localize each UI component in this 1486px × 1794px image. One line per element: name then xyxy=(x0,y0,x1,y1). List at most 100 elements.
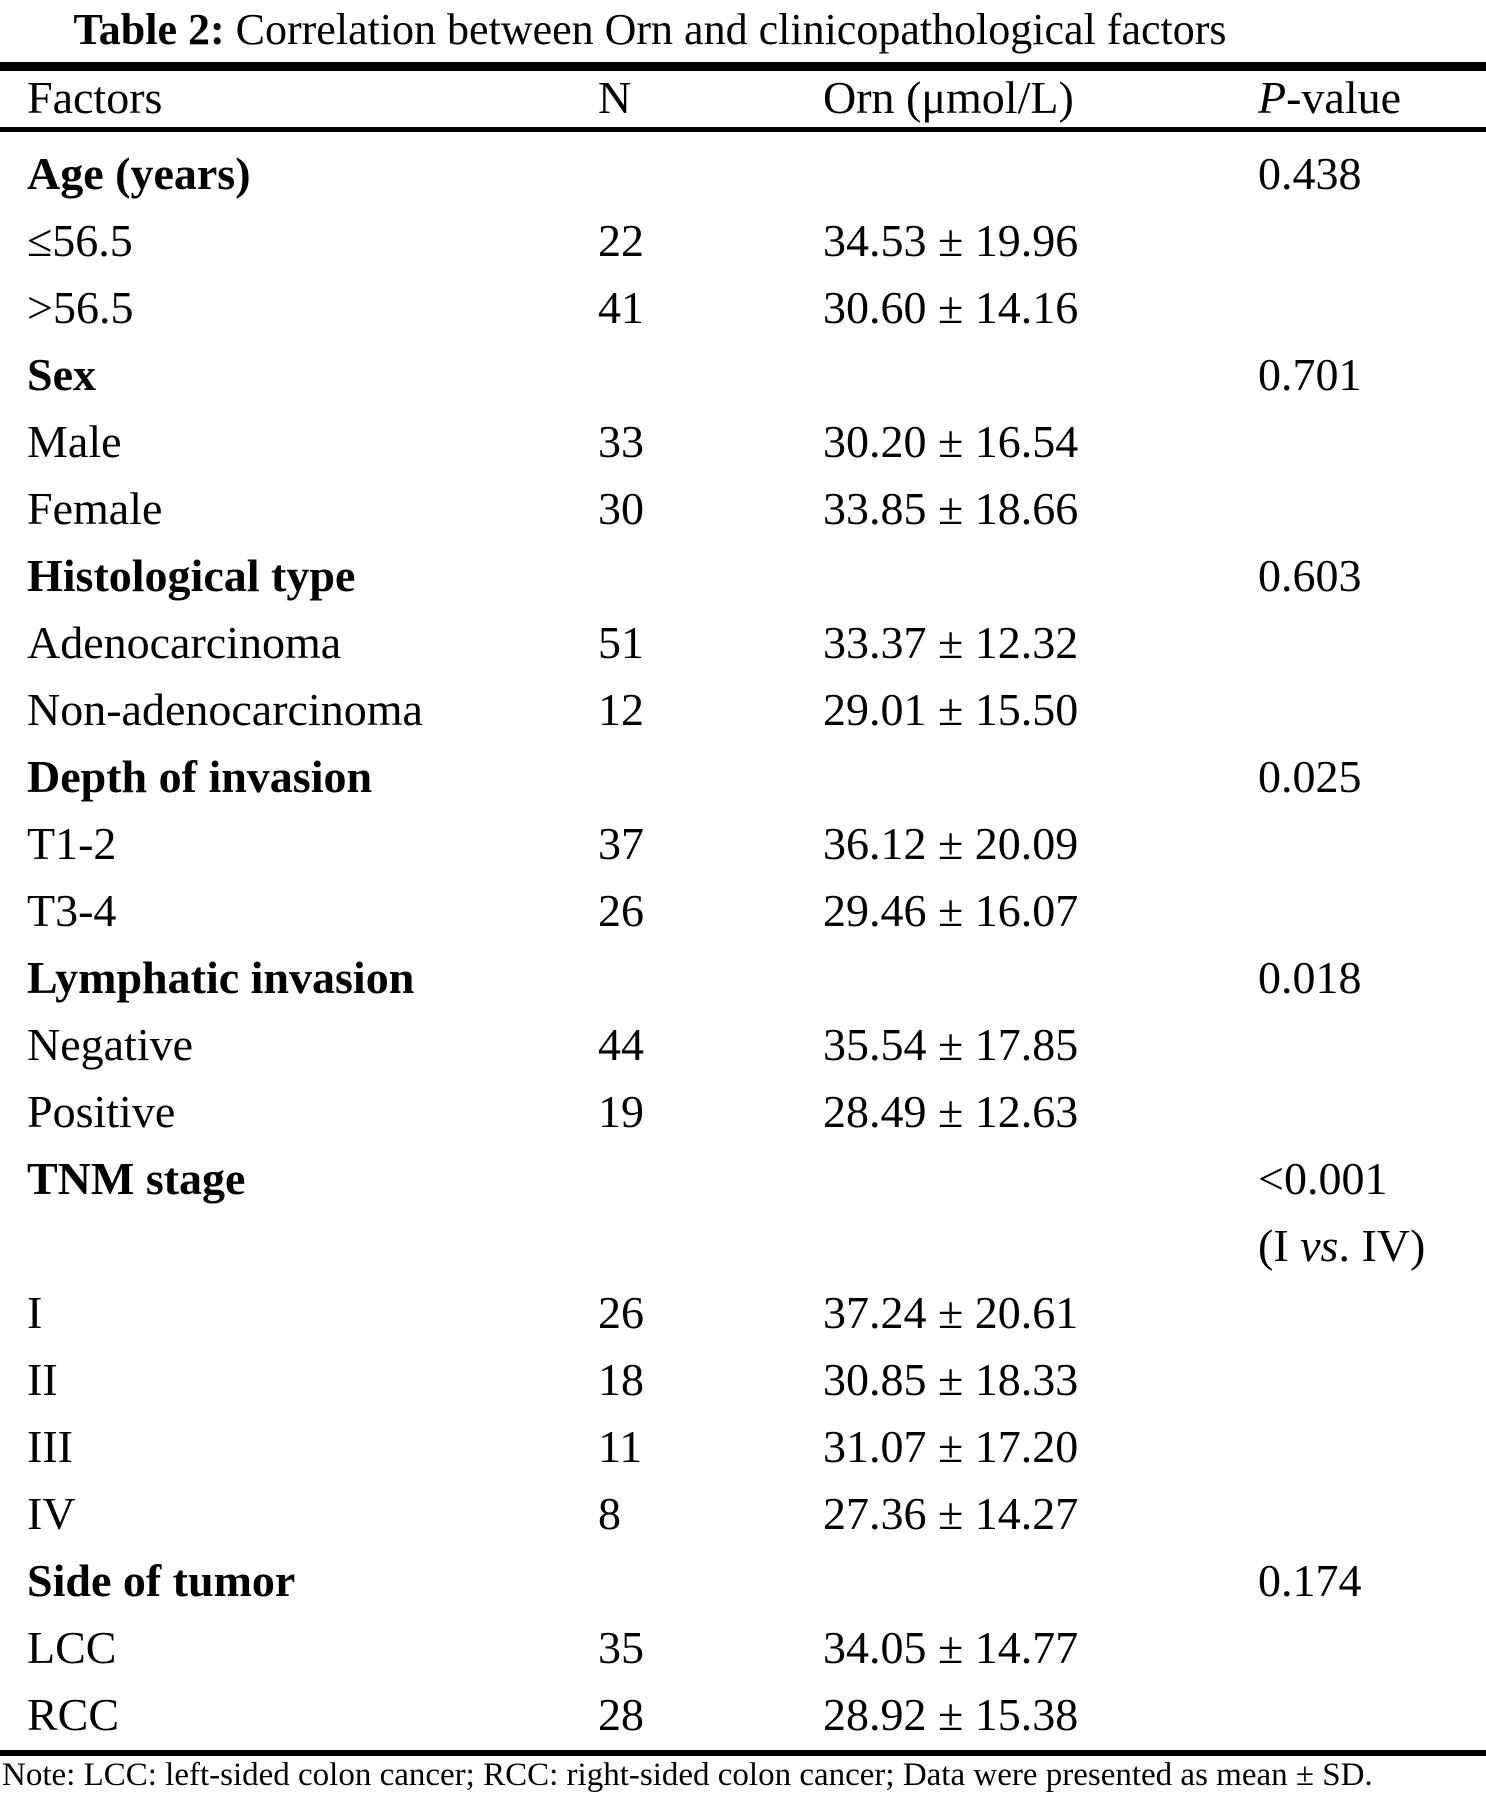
orn-cell: 35.54 ± 17.85 xyxy=(823,1019,1079,1070)
table-row-stage-iii: III 11 31.07 ± 17.20 xyxy=(0,1413,1486,1480)
table-row-sex: Sex 0.701 xyxy=(0,341,1486,408)
n-cell: 37 xyxy=(598,818,644,869)
header-orn: Orn (μmol/L) xyxy=(823,72,1074,123)
table-row-stage-iv: IV 8 27.36 ± 14.27 xyxy=(0,1480,1486,1547)
comparison-post: . IV) xyxy=(1338,1220,1426,1271)
factor-cell: TNM stage xyxy=(27,1153,246,1204)
factor-cell: >56.5 xyxy=(27,282,134,333)
n-cell: 8 xyxy=(598,1488,621,1539)
table-row-negative: Negative 44 35.54 ± 17.85 xyxy=(0,1011,1486,1078)
header-p-value: P-value xyxy=(1258,70,1401,126)
table-row-female: Female 30 33.85 ± 18.66 xyxy=(0,475,1486,542)
table-row-male: Male 33 30.20 ± 16.54 xyxy=(0,408,1486,475)
n-cell: 51 xyxy=(598,617,644,668)
factor-cell: III xyxy=(27,1421,73,1472)
table-row-depth-of-invasion: Depth of invasion 0.025 xyxy=(0,743,1486,810)
orn-cell: 30.60 ± 14.16 xyxy=(823,282,1079,333)
table-header-row: Factors N Orn (μmol/L) P-value xyxy=(0,70,1486,126)
header-n: N xyxy=(598,72,632,123)
n-cell: 33 xyxy=(598,416,644,467)
top-rule xyxy=(0,62,1486,71)
orn-cell: 30.20 ± 16.54 xyxy=(823,416,1079,467)
table-row-tnm-stage: TNM stage <0.001 xyxy=(0,1145,1486,1212)
p-value-cell: <0.001 xyxy=(1258,1153,1388,1204)
factor-cell: RCC xyxy=(27,1689,120,1740)
p-value-comparison-cell: (I vs. IV) xyxy=(1258,1212,1425,1279)
factor-cell: Sex xyxy=(27,349,96,400)
table-row-age-gt: >56.5 41 30.60 ± 14.16 xyxy=(0,274,1486,341)
orn-cell: 29.46 ± 16.07 xyxy=(823,885,1079,936)
orn-cell: 34.05 ± 14.77 xyxy=(823,1622,1079,1673)
orn-cell: 29.01 ± 15.50 xyxy=(823,684,1079,735)
table-body: Age (years) 0.438 ≤56.5 22 34.53 ± 19.96… xyxy=(0,140,1486,1748)
factor-cell: I xyxy=(27,1287,43,1338)
comparison-vs: vs xyxy=(1300,1220,1339,1271)
header-p-rest: -value xyxy=(1286,72,1402,123)
header-factors: Factors xyxy=(27,72,163,123)
orn-cell: 36.12 ± 20.09 xyxy=(823,818,1079,869)
table-row-adenocarcinoma: Adenocarcinoma 51 33.37 ± 12.32 xyxy=(0,609,1486,676)
p-value-cell: 0.018 xyxy=(1258,952,1362,1003)
table-row-t1-2: T1-2 37 36.12 ± 20.09 xyxy=(0,810,1486,877)
factor-cell: Adenocarcinoma xyxy=(27,617,342,668)
table-row-stage-i: I 26 37.24 ± 20.61 xyxy=(0,1279,1486,1346)
factor-cell: Side of tumor xyxy=(27,1555,296,1606)
orn-cell: 37.24 ± 20.61 xyxy=(823,1287,1079,1338)
table-footnote: Note: LCC: left-sided colon cancer; RCC:… xyxy=(2,1757,1373,1793)
table-title-label: Table 2: xyxy=(73,5,225,54)
table-row-age: Age (years) 0.438 xyxy=(0,140,1486,207)
factor-cell: Histological type xyxy=(27,550,356,601)
orn-cell: 33.85 ± 18.66 xyxy=(823,483,1079,534)
p-value-cell: 0.025 xyxy=(1258,751,1362,802)
factor-cell: Age (years) xyxy=(27,148,251,199)
header-p-italic: P xyxy=(1258,72,1287,123)
table-row-side-of-tumor: Side of tumor 0.174 xyxy=(0,1547,1486,1614)
factor-cell: II xyxy=(27,1354,58,1405)
n-cell: 11 xyxy=(598,1421,643,1472)
p-value-cell: 0.701 xyxy=(1258,349,1362,400)
orn-cell: 30.85 ± 18.33 xyxy=(823,1354,1079,1405)
n-cell: 26 xyxy=(598,1287,644,1338)
factor-cell: Positive xyxy=(27,1086,176,1137)
factor-cell: T1-2 xyxy=(27,818,117,869)
n-cell: 26 xyxy=(598,885,644,936)
orn-cell: 33.37 ± 12.32 xyxy=(823,617,1079,668)
p-value-cell: 0.603 xyxy=(1258,550,1362,601)
orn-cell: 27.36 ± 14.27 xyxy=(823,1488,1079,1539)
header-rule xyxy=(0,127,1486,132)
factor-cell: LCC xyxy=(27,1622,117,1673)
table-row-t3-4: T3-4 26 29.46 ± 16.07 xyxy=(0,877,1486,944)
factor-cell: Female xyxy=(27,483,163,534)
factor-cell: Depth of invasion xyxy=(27,751,373,802)
table-row-lcc: LCC 35 34.05 ± 14.77 xyxy=(0,1614,1486,1681)
table-row-positive: Positive 19 28.49 ± 12.63 xyxy=(0,1078,1486,1145)
orn-cell: 28.49 ± 12.63 xyxy=(823,1086,1079,1137)
comparison-pre: (I xyxy=(1258,1220,1301,1271)
table-row-age-le: ≤56.5 22 34.53 ± 19.96 xyxy=(0,207,1486,274)
table-row-histological-type: Histological type 0.603 xyxy=(0,542,1486,609)
bottom-rule xyxy=(0,1750,1486,1756)
n-cell: 30 xyxy=(598,483,644,534)
n-cell: 41 xyxy=(598,282,644,333)
factor-cell: IV xyxy=(27,1488,76,1539)
table-row-rcc: RCC 28 28.92 ± 15.38 xyxy=(0,1681,1486,1748)
table-row-non-adenocarcinoma: Non-adenocarcinoma 12 29.01 ± 15.50 xyxy=(0,676,1486,743)
table-row-lymphatic-invasion: Lymphatic invasion 0.018 xyxy=(0,944,1486,1011)
n-cell: 22 xyxy=(598,215,644,266)
p-value-cell: 0.174 xyxy=(1258,1555,1362,1606)
n-cell: 28 xyxy=(598,1689,644,1740)
table-title: Table 2: Correlation between Orn and cli… xyxy=(0,4,1300,55)
p-value-cell: 0.438 xyxy=(1258,148,1362,199)
n-cell: 12 xyxy=(598,684,644,735)
orn-cell: 28.92 ± 15.38 xyxy=(823,1689,1079,1740)
orn-cell: 31.07 ± 17.20 xyxy=(823,1421,1079,1472)
factor-cell: Male xyxy=(27,416,122,467)
n-cell: 18 xyxy=(598,1354,644,1405)
factor-cell: T3-4 xyxy=(27,885,117,936)
n-cell: 35 xyxy=(598,1622,644,1673)
table-row-tnm-stage-comparison: (I vs. IV) xyxy=(0,1212,1486,1279)
table-row-stage-ii: II 18 30.85 ± 18.33 xyxy=(0,1346,1486,1413)
factor-cell: Negative xyxy=(27,1019,194,1070)
factor-cell: Non-adenocarcinoma xyxy=(27,684,423,735)
orn-cell: 34.53 ± 19.96 xyxy=(823,215,1079,266)
